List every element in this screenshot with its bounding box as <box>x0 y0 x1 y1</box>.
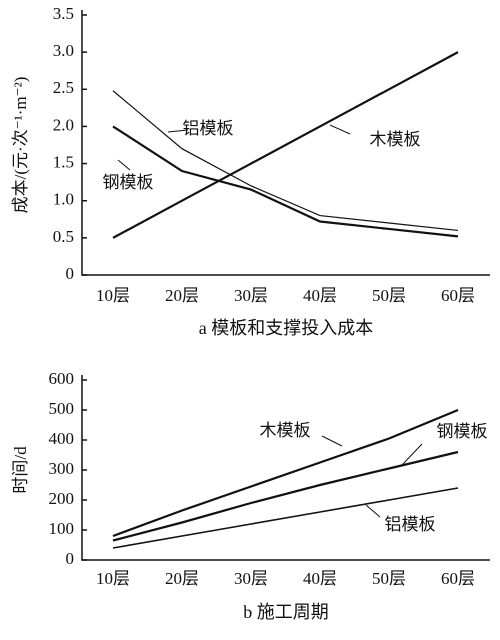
y-tick-label: 2.5 <box>53 78 74 97</box>
y-tick-label: 3.0 <box>53 41 74 60</box>
x-tick-label: 60层 <box>441 569 475 588</box>
y-tick-label: 300 <box>49 459 75 478</box>
y-axis-label: 成本/(元·次⁻¹·m⁻²) <box>11 77 30 214</box>
x-tick-label: 40层 <box>303 286 337 305</box>
y-tick-label: 3.5 <box>53 4 74 23</box>
caption: b 施工周期 <box>243 602 329 622</box>
label-leader <box>365 504 381 518</box>
series-label: 木模板 <box>370 130 421 149</box>
y-axis-label: 时间/d <box>11 446 30 494</box>
series-line <box>112 90 459 232</box>
y-tick-label: 400 <box>49 429 75 448</box>
y-tick-label: 0 <box>66 549 75 568</box>
y-tick-label: 0 <box>66 264 75 283</box>
x-tick-label: 60层 <box>441 286 475 305</box>
y-tick-label: 600 <box>49 369 75 388</box>
series-label: 铝模板 <box>183 119 234 138</box>
x-tick-label: 20层 <box>165 286 199 305</box>
series-line <box>112 487 459 549</box>
y-tick-label: 0.5 <box>53 227 74 246</box>
x-tick-label: 10层 <box>96 569 130 588</box>
y-tick-label: 2.0 <box>53 115 74 134</box>
series-line <box>112 408 459 538</box>
caption: a 模板和支撑投入成本 <box>199 318 374 338</box>
series-label: 钢模板 <box>103 173 154 192</box>
label-leader <box>321 435 343 447</box>
y-tick-label: 1.5 <box>53 152 74 171</box>
x-tick-label: 40层 <box>303 569 337 588</box>
y-tick-label: 200 <box>49 489 75 508</box>
series-label: 钢模板 <box>437 422 488 441</box>
x-tick-label: 20层 <box>165 569 199 588</box>
label-leader <box>329 124 351 135</box>
y-tick-label: 1.0 <box>53 190 74 209</box>
x-tick-label: 50层 <box>372 569 406 588</box>
series-line <box>112 51 459 239</box>
series-line <box>112 450 459 542</box>
series-label: 铝模板 <box>385 515 436 534</box>
y-tick-label: 500 <box>49 399 75 418</box>
x-tick-label: 30层 <box>234 286 268 305</box>
series-label: 木模板 <box>260 421 311 440</box>
y-tick-label: 100 <box>49 519 75 538</box>
label-leader <box>401 443 423 466</box>
series-line <box>112 125 459 238</box>
x-tick-label: 10层 <box>96 286 130 305</box>
label-leader <box>167 129 189 133</box>
axes <box>81 10 490 276</box>
label-leader <box>117 159 131 171</box>
x-tick-label: 50层 <box>372 286 406 305</box>
x-tick-label: 30层 <box>234 569 268 588</box>
